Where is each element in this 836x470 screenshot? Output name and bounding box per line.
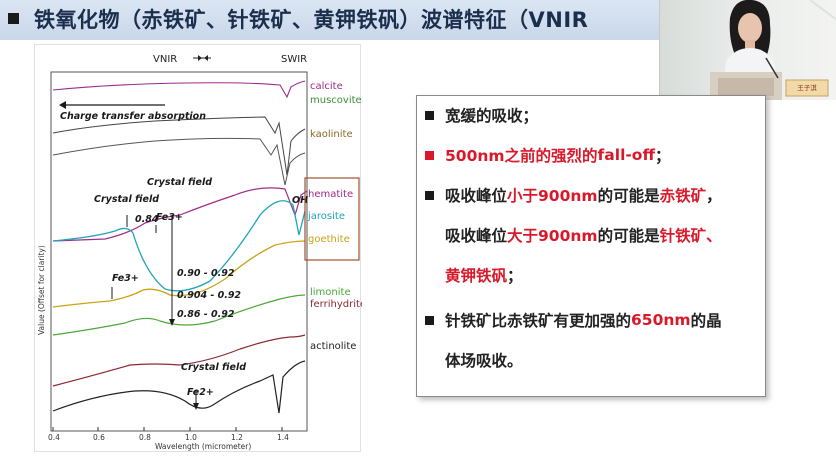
value-084-label: 0.84 (135, 214, 159, 225)
iron-oxide-highlight-box (304, 177, 360, 261)
mineral-label-hematite: hematite (308, 189, 353, 200)
mineral-label-calcite: calcite (310, 81, 343, 92)
bullet-line-4: 吸收峰位 大于900nm 的可能是 针铁矿、 (417, 221, 722, 249)
spectrum-jarosite (52, 200, 306, 292)
fe2-bottom-label: Fe2+ (187, 387, 214, 398)
bullet-text-highlight: fall-off (597, 146, 656, 164)
bullet-text: 吸收峰位 (445, 227, 508, 245)
plot-frame (50, 71, 308, 432)
fe3-left-label: Fe3+ (112, 273, 139, 284)
spectrum-hematite (52, 187, 308, 242)
x-tick-label: 1.0 (185, 433, 197, 442)
crystal-field-bottom-label: Crystal field (181, 362, 246, 373)
charge-transfer-arrowhead (59, 101, 66, 109)
bullet-line-3: 吸收峰位 小于900nm 的可能是 赤铁矿 ， (417, 181, 722, 209)
spectra-plot: VNIR SWIR Value (Offset for clarity) 0.4… (37, 54, 362, 451)
bullet-text: 吸收峰位 (445, 187, 508, 205)
bullet-line-7: 体场吸收。 (417, 346, 523, 374)
y-axis-label: Value (Offset for clarity) (37, 245, 46, 335)
spectrum-goethite (52, 240, 306, 308)
feature-bullet-panel: 宽缓的吸收； 500nm之前的强烈的 fall-off ； 吸收峰位 小于900… (416, 95, 766, 397)
presenter-nameplate: 王子淇 (797, 84, 817, 92)
spectrum-ferrihydrite (52, 334, 306, 387)
bullet-text: 针铁矿比赤铁矿有更加强的 (445, 312, 632, 330)
fe3-mid-label: Fe3+ (156, 212, 183, 223)
crystal-field-mid-label: Crystal field (147, 177, 212, 188)
x-tick-label: 0.6 (93, 433, 105, 442)
bullet-square-icon (425, 110, 434, 120)
mineral-label-jarosite: jarosite (307, 211, 345, 222)
crystal-field-mid-arrowhead (169, 319, 175, 326)
bullet-text: ； (507, 267, 523, 285)
x-axis-label: Wavelength (micrometer) (155, 442, 251, 451)
spectra-figure: VNIR SWIR Value (Offset for clarity) 0.4… (34, 44, 362, 452)
bullet-text-highlight: 650nm (631, 311, 691, 329)
bullet-text: ， (706, 187, 722, 205)
x-tick-label: 0.4 (48, 433, 60, 442)
bullet-text: 的可能是 (597, 187, 660, 205)
mineral-label-actinolite: actinolite (310, 341, 356, 352)
x-tick-label: 1.2 (231, 433, 243, 442)
x-axis-ticks: 0.4 0.6 0.8 1.0 1.2 1.4 (48, 427, 289, 442)
bullet-text: 的晶 (690, 312, 722, 330)
bullet-text: 体场吸收。 (445, 352, 523, 370)
title-bullet-square (8, 13, 19, 24)
bullet-text: ； (655, 147, 671, 165)
spectrum-muscovite (52, 116, 306, 176)
bullet-text-highlight: 大于900nm (507, 227, 598, 245)
slide-title: 铁氧化物（赤铁矿、针铁矿、黄钾铁矾）波谱特征（VNIR (34, 8, 589, 32)
bullet-text: 500nm之前的强烈的 (445, 147, 598, 165)
region-divider-arrows (198, 55, 208, 61)
range-090-092: 0.90 - 0.92 (177, 268, 235, 279)
spectrum-actinolite (52, 360, 306, 414)
bullet-text-highlight: 小于900nm (507, 187, 598, 205)
mineral-label-goethite: goethite (308, 234, 350, 245)
spectrum-kaolinite (52, 137, 306, 186)
mineral-label-muscovite: muscovite (310, 95, 362, 106)
mineral-label-ferrihydrite: ferrihydrite (310, 299, 362, 310)
x-tick-label: 1.4 (277, 433, 289, 442)
oh-label: OH (292, 195, 308, 206)
charge-transfer-label: Charge transfer absorption (60, 111, 206, 122)
bullet-text-highlight: 针铁矿、 (659, 227, 722, 245)
presenter-video: 王子淇 (659, 0, 836, 100)
range-086-092: 0.86 - 0.92 (177, 309, 235, 320)
region-vnir-label: VNIR (153, 54, 177, 65)
bullet-line-2: 500nm之前的强烈的 fall-off ； (417, 141, 671, 169)
bullet-line-6: 针铁矿比赤铁矿有更加强的 650nm 的晶 (417, 306, 722, 334)
bullet-line-5: 黄钾铁矾 ； (417, 261, 523, 289)
crystal-field-bottom-arrowhead (193, 403, 199, 410)
mineral-label-limonite: limonite (310, 287, 351, 298)
bullet-text: 的可能是 (597, 227, 660, 245)
bullet-line-1: 宽缓的吸收； (417, 101, 538, 129)
range-0904-092: 0.904 - 0.92 (177, 290, 241, 301)
bullet-square-icon (425, 315, 434, 325)
crystal-field-left-label: Crystal field (94, 194, 159, 205)
bullet-square-icon (425, 150, 434, 160)
spectrum-calcite (52, 80, 306, 99)
bullet-square-icon (425, 190, 434, 200)
mineral-label-kaolinite: kaolinite (310, 129, 353, 140)
x-tick-label: 0.8 (139, 433, 151, 442)
region-swir-label: SWIR (281, 54, 307, 65)
bullet-text: 宽缓的吸收； (445, 107, 539, 125)
spectrum-limonite (52, 294, 306, 336)
bullet-text-highlight: 黄钾铁矾 (445, 267, 508, 285)
bullet-text-highlight: 赤铁矿 (659, 187, 707, 205)
